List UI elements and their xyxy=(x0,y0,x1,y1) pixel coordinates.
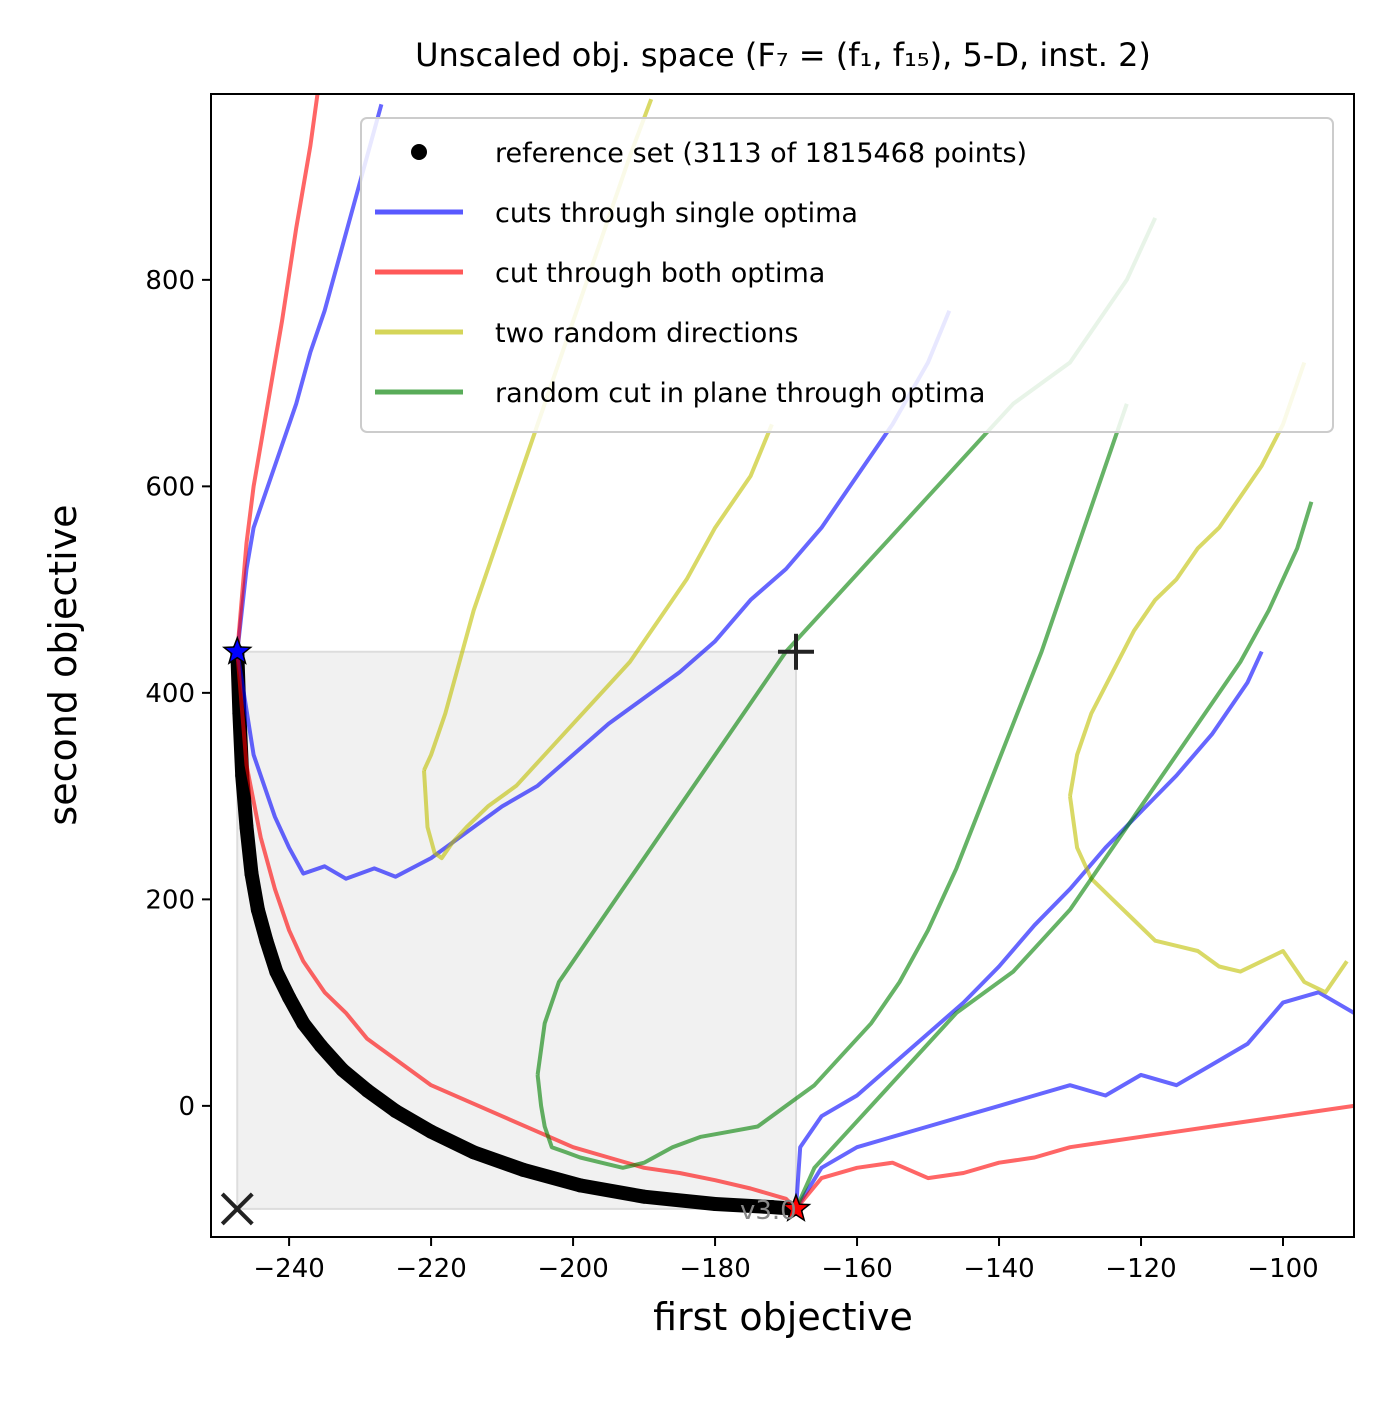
x-tick-label: −220 xyxy=(395,1254,466,1284)
x-tick-label: −200 xyxy=(537,1254,608,1284)
nadir-point-marker xyxy=(777,633,814,670)
version-label: v3.0 xyxy=(740,1196,797,1226)
legend-label: cut through both optima xyxy=(495,258,825,289)
legend-marker xyxy=(411,144,427,160)
reference-set-curve xyxy=(230,644,803,1216)
y-tick-label: 400 xyxy=(145,679,195,709)
series-line-plane-14 xyxy=(794,501,1314,1210)
legend-label: reference set (3113 of 1815468 points) xyxy=(495,138,1027,169)
series-line-random-8 xyxy=(422,423,774,861)
optimum-1-star-icon xyxy=(221,635,253,665)
series-line-both-5 xyxy=(235,651,798,1211)
series-line-single-2 xyxy=(794,650,1264,1210)
series-line-random-10 xyxy=(1068,795,1349,995)
x-axis-title: first objective xyxy=(653,1295,913,1339)
legend-label: random cut in plane through optima xyxy=(495,378,985,409)
series-line-plane-12 xyxy=(535,403,1129,1170)
series-line-single-4 xyxy=(794,990,1354,1210)
y-axis-title: second objective xyxy=(41,504,85,825)
y-tick-label: 200 xyxy=(145,885,195,915)
legend-box xyxy=(360,117,1334,433)
optimum-2-star-icon xyxy=(780,1192,812,1222)
series-line-both-6 xyxy=(794,1103,1354,1211)
plot-frame xyxy=(210,93,1355,1238)
series-line-single-3 xyxy=(235,103,384,653)
series-line-both-7 xyxy=(235,94,320,652)
y-tick-label: 800 xyxy=(145,266,195,296)
series-line-random-11 xyxy=(1068,361,1307,797)
x-tick-label: −240 xyxy=(253,1254,324,1284)
legend-label: two random directions xyxy=(495,318,798,349)
x-tick-label: −160 xyxy=(821,1254,892,1284)
y-tick-label: 600 xyxy=(145,472,195,502)
chart-title: Unscaled obj. space (F₇ = (f₁, f₁₅), 5-D… xyxy=(415,36,1151,74)
y-tick-label: 0 xyxy=(178,1092,195,1122)
ideal-point-marker xyxy=(220,1192,254,1226)
x-tick-label: −120 xyxy=(1105,1254,1176,1284)
x-tick-label: −180 xyxy=(679,1254,750,1284)
x-tick-label: −140 xyxy=(963,1254,1034,1284)
legend-label: cuts through single optima xyxy=(495,198,858,229)
x-tick-label: −100 xyxy=(1247,1254,1318,1284)
series-line-single-1 xyxy=(235,310,952,881)
region-of-interest xyxy=(236,650,797,1210)
